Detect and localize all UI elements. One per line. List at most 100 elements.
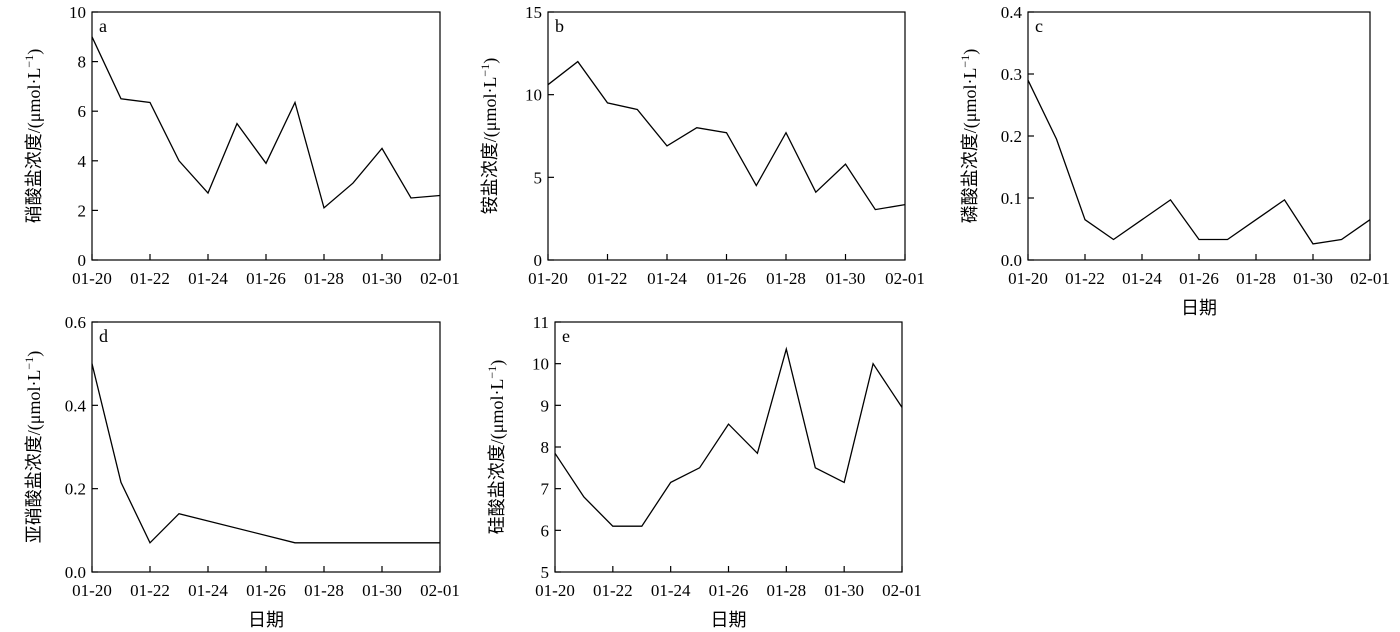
plot-frame <box>1027 11 1371 261</box>
x-tick-label: 01-30 <box>1293 269 1333 288</box>
x-tick-label: 01-30 <box>826 269 866 288</box>
y-axis-label-unit: (μmol·L <box>487 379 508 440</box>
y-tick-label: 0.2 <box>1001 127 1022 146</box>
y-axis-label: 磷酸盐浓度/(μmol·L−1) <box>958 49 981 223</box>
x-tick-label: 01-20 <box>72 269 112 288</box>
y-axis-label-unit: (μmol·L <box>24 370 45 431</box>
y-axis-label-unit: (μmol·L <box>24 68 45 129</box>
y-tick-label: 10 <box>69 3 86 22</box>
y-axis-label-unit-close: ) <box>487 360 508 366</box>
y-axis-label-unit-exponent: −1 <box>958 55 972 68</box>
x-tick-label: 01-22 <box>130 581 170 600</box>
x-tick-label: 01-26 <box>1179 269 1219 288</box>
y-axis-label: 铵盐浓度/(μmol·L−1) <box>478 58 501 214</box>
x-tick-label: 01-24 <box>188 269 228 288</box>
y-tick-label: 15 <box>525 3 542 22</box>
chart-panel-c: 0.0 0.1 0.2 0.3 0.4 01-20 01-22 01-24 01-26 01-28… <box>958 3 1390 318</box>
x-tick-label: 01-26 <box>709 581 749 600</box>
y-axis-label-unit-close: ) <box>24 351 45 357</box>
y-axis-label-name: 亚硝酸盐浓度/ <box>24 430 44 543</box>
y-tick-label: 11 <box>533 313 549 332</box>
plot-frame <box>91 321 441 573</box>
chart-panel-d: 0.0 0.2 0.4 0.6 01-20 01-22 01-24 01-26 01-28 01-… <box>22 313 460 630</box>
y-axis-label: 亚硝酸盐浓度/(μmol·L−1) <box>22 351 45 543</box>
plot-frame <box>547 11 906 261</box>
y-axis-label-name: 硝酸盐浓度/ <box>24 128 44 223</box>
series-line <box>91 363 440 544</box>
y-tick-label: 9 <box>541 396 550 415</box>
y-axis-label-unit-exponent: −1 <box>478 64 492 77</box>
y-axis-label-unit-close: ) <box>480 58 501 64</box>
panel-label: d <box>99 326 108 346</box>
x-tick-label: 02-01 <box>885 269 925 288</box>
x-tick-label: 01-28 <box>1236 269 1276 288</box>
x-tick-label: 01-30 <box>362 581 402 600</box>
y-axis-label-name: 磷酸盐浓度/ <box>960 128 980 223</box>
series-line <box>1027 79 1371 245</box>
x-axis-label: 日期 <box>248 610 284 630</box>
panel-label: c <box>1035 16 1043 36</box>
x-tick-label: 01-30 <box>362 269 402 288</box>
y-tick-label: 0.4 <box>1001 3 1023 22</box>
x-tick-label: 01-22 <box>593 581 633 600</box>
x-tick-label: 01-24 <box>647 269 687 288</box>
x-tick-label: 01-28 <box>766 581 806 600</box>
y-axis-label: 硝酸盐浓度/(μmol·L−1) <box>22 49 45 223</box>
x-tick-label: 01-22 <box>1065 269 1105 288</box>
y-tick-label: 6 <box>78 102 87 121</box>
x-tick-label: 01-26 <box>246 269 286 288</box>
y-tick-label: 0.0 <box>65 563 86 582</box>
y-tick-label: 10 <box>532 355 549 374</box>
y-tick-label: 0.6 <box>65 313 86 332</box>
x-tick-label: 01-24 <box>1122 269 1162 288</box>
series-line <box>91 36 441 210</box>
y-tick-label: 0.3 <box>1001 65 1022 84</box>
series-line <box>547 60 906 211</box>
y-tick-label: 5 <box>541 563 550 582</box>
x-tick-label: 01-20 <box>72 581 112 600</box>
x-tick-label: 01-24 <box>188 581 228 600</box>
x-tick-label: 01-20 <box>1008 269 1048 288</box>
x-tick-label: 02-01 <box>882 581 922 600</box>
y-axis-label: 硅酸盐浓度/(μmol·L−1) <box>485 360 508 534</box>
x-tick-label: 02-01 <box>1350 269 1390 288</box>
y-tick-label: 0.1 <box>1001 189 1022 208</box>
y-tick-label: 8 <box>78 53 87 72</box>
x-tick-label: 02-01 <box>420 581 460 600</box>
y-axis-label-unit-exponent: −1 <box>485 366 499 379</box>
chart-panel-b: 0 5 10 15 01-20 01-22 01-24 01-26 01-28 01-30 02-0… <box>478 3 925 288</box>
panel-label: e <box>562 326 570 346</box>
x-tick-label: 01-20 <box>528 269 568 288</box>
x-tick-label: 01-28 <box>304 269 344 288</box>
series-line <box>554 346 903 527</box>
y-tick-label: 4 <box>78 152 87 171</box>
y-tick-label: 5 <box>534 168 543 187</box>
x-tick-label: 01-26 <box>246 581 286 600</box>
y-axis-label-unit-exponent: −1 <box>22 55 36 68</box>
y-axis-label-name: 铵盐浓度/ <box>480 137 500 214</box>
x-tick-label: 01-26 <box>707 269 747 288</box>
x-axis-label: 日期 <box>711 610 747 630</box>
chart-panel-e: 5 6 7 8 9 10 11 01-20 01-22 01-24 01-26 01-28 01-30 0… <box>485 313 922 630</box>
x-tick-label: 01-20 <box>535 581 575 600</box>
x-tick-label: 01-22 <box>588 269 628 288</box>
y-axis-label-unit-close: ) <box>960 49 981 55</box>
y-axis-label-unit: (μmol·L <box>960 68 981 129</box>
y-tick-label: 6 <box>541 521 550 540</box>
x-tick-label: 01-28 <box>304 581 344 600</box>
x-tick-label: 01-28 <box>766 269 806 288</box>
plot-frame <box>554 321 903 573</box>
y-tick-label: 10 <box>525 86 542 105</box>
y-tick-label: 0 <box>534 251 543 270</box>
y-tick-label: 0 <box>78 251 87 270</box>
x-tick-label: 01-30 <box>824 581 864 600</box>
y-tick-label: 0.0 <box>1001 251 1022 270</box>
y-axis-label-unit-exponent: −1 <box>22 357 36 370</box>
x-tick-label: 01-22 <box>130 269 170 288</box>
plot-frame <box>91 11 441 261</box>
y-tick-label: 0.2 <box>65 480 86 499</box>
y-tick-label: 7 <box>541 480 550 499</box>
x-axis-label: 日期 <box>1181 298 1217 318</box>
y-tick-label: 2 <box>78 201 87 220</box>
